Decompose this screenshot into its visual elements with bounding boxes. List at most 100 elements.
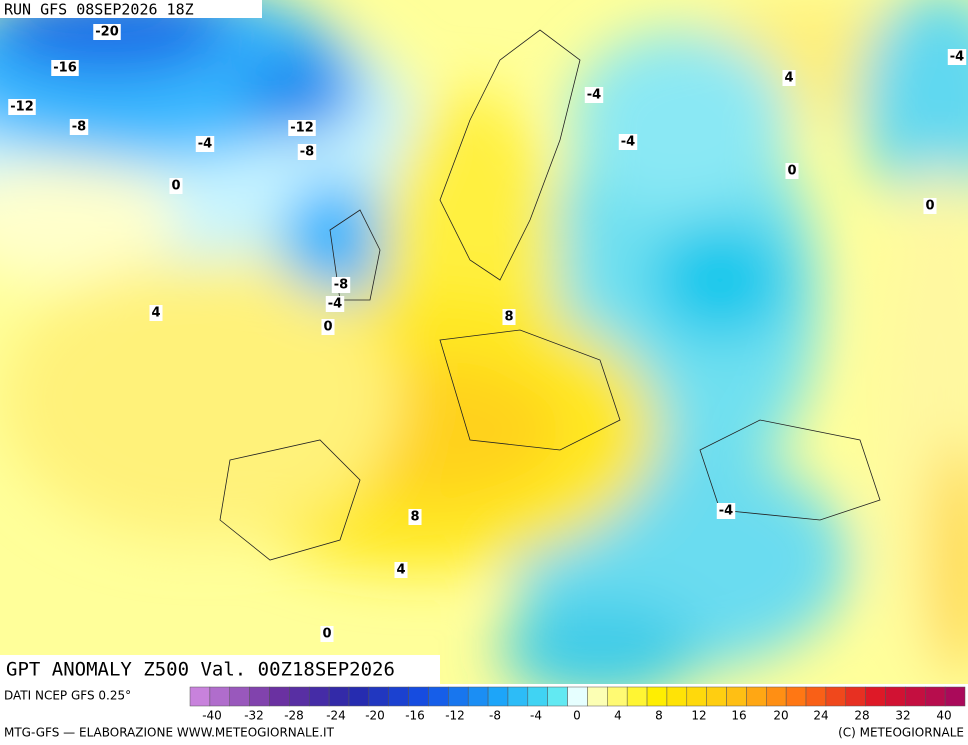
contour-label: -8 bbox=[334, 278, 348, 293]
colorbar-swatch bbox=[646, 686, 668, 707]
contour-label-bg bbox=[93, 24, 121, 40]
run-box bbox=[0, 0, 262, 18]
colorbar-label: -24 bbox=[326, 709, 346, 723]
contour-label: 0 bbox=[171, 179, 180, 194]
colorbar-label: 12 bbox=[691, 709, 706, 723]
colorbar-label: -32 bbox=[244, 709, 264, 723]
contour-label-bg bbox=[69, 119, 89, 135]
colorbar-swatch bbox=[487, 686, 509, 707]
contour-label-bg bbox=[288, 120, 316, 136]
contour-label: -20 bbox=[95, 25, 119, 40]
colorbar-swatch bbox=[805, 686, 827, 707]
colorbar-swatch bbox=[885, 686, 906, 707]
copyright-label: (C) METEOGIORNALE bbox=[838, 726, 964, 740]
colorbar-swatch bbox=[706, 686, 727, 707]
colorbar-swatch bbox=[249, 686, 270, 707]
contour-label-bg bbox=[584, 87, 604, 103]
contour-label: -12 bbox=[10, 100, 34, 115]
contour-label: 0 bbox=[323, 320, 332, 335]
contour-label: -4 bbox=[950, 50, 964, 65]
colorbar-swatch bbox=[348, 686, 370, 707]
colorbar-label: 24 bbox=[813, 709, 828, 723]
contour-label: -4 bbox=[328, 297, 342, 312]
colorbar-swatch bbox=[666, 686, 688, 707]
contour-label-bg bbox=[923, 198, 937, 214]
colorbar-swatch bbox=[428, 686, 449, 707]
contour-label: 8 bbox=[504, 310, 513, 325]
colorbar-swatch bbox=[229, 686, 250, 707]
colorbar-swatch bbox=[527, 686, 548, 707]
anomaly-field: RUN GFS 08SEP2026 18Z GPT ANOMALY Z500 V… bbox=[0, 0, 968, 684]
colorbar-swatch bbox=[269, 686, 290, 707]
colorbar-swatch bbox=[726, 686, 747, 707]
colorbar-swatch bbox=[587, 686, 608, 707]
colorbar-label: -16 bbox=[405, 709, 425, 723]
colorbar-swatch bbox=[209, 686, 230, 707]
contour-label-bg bbox=[408, 509, 422, 525]
colorbar-swatch bbox=[607, 686, 628, 707]
contour-label-bg bbox=[169, 178, 183, 194]
map-title: GPT ANOMALY Z500 Val. 00Z18SEP2026 bbox=[6, 659, 395, 681]
contour-label-bg bbox=[947, 49, 967, 65]
colorbar-swatch bbox=[467, 686, 489, 707]
colorbar-label: 8 bbox=[655, 709, 663, 723]
colorbar-swatch bbox=[766, 686, 787, 707]
source-label: DATI NCEP GFS 0.25° bbox=[4, 689, 131, 703]
contour-label: -4 bbox=[719, 504, 733, 519]
contour-label-bg bbox=[716, 503, 736, 519]
contour-label-bg bbox=[394, 562, 408, 578]
colorbar-label: -8 bbox=[489, 709, 501, 723]
colorbar-swatch bbox=[845, 686, 866, 707]
colorbar-swatch bbox=[328, 686, 350, 707]
contour-label-bg bbox=[320, 626, 334, 642]
colorbar-label: 16 bbox=[731, 709, 746, 723]
colorbar-swatch bbox=[925, 686, 946, 707]
contour-label-bg bbox=[321, 319, 335, 335]
colorbar-swatch bbox=[388, 686, 409, 707]
colorbar-swatch bbox=[308, 686, 330, 707]
contour-label: 4 bbox=[151, 306, 160, 321]
colorbar-label: -12 bbox=[445, 709, 465, 723]
colorbar-label: 40 bbox=[936, 709, 951, 723]
colorbar-swatch bbox=[686, 686, 707, 707]
contour-label-bg bbox=[785, 163, 799, 179]
colorbar-label: -4 bbox=[530, 709, 542, 723]
contour-label: -4 bbox=[587, 88, 601, 103]
contour-label: 0 bbox=[322, 627, 331, 642]
contour-label-bg bbox=[331, 277, 351, 293]
title-box bbox=[0, 655, 440, 684]
colorbar-swatch bbox=[785, 686, 807, 707]
run-label: RUN GFS 08SEP2026 18Z bbox=[4, 1, 194, 19]
coastlines bbox=[219, 29, 881, 561]
colorbar-swatch bbox=[289, 686, 310, 707]
colorbar-swatch bbox=[626, 686, 648, 707]
contour-label: -8 bbox=[300, 145, 314, 160]
contour-label-bg bbox=[782, 70, 796, 86]
colorbar-swatch bbox=[567, 686, 588, 707]
colorbar-label: 32 bbox=[895, 709, 910, 723]
contour-label-bg bbox=[8, 99, 36, 115]
contour-label: -8 bbox=[72, 120, 86, 135]
contour-label: 4 bbox=[396, 563, 405, 578]
contour-label: -4 bbox=[198, 137, 212, 152]
contour-label: 0 bbox=[787, 164, 796, 179]
contour-label: 4 bbox=[784, 71, 793, 86]
colorbar-label: 4 bbox=[614, 709, 622, 723]
colorbar-swatch bbox=[547, 686, 568, 707]
colorbar-swatch bbox=[368, 686, 389, 707]
contour-label-bg bbox=[297, 144, 317, 160]
colorbar-label: 0 bbox=[573, 709, 581, 723]
colorbar-swatch bbox=[905, 686, 926, 707]
contour-label: 0 bbox=[925, 199, 934, 214]
colorbar-label: -20 bbox=[365, 709, 385, 723]
colorbar-swatch bbox=[825, 686, 847, 707]
colorbar-label: 28 bbox=[854, 709, 869, 723]
colorbar-swatch bbox=[944, 686, 966, 707]
colorbar-swatch bbox=[746, 686, 767, 707]
colorbar-swatch bbox=[448, 686, 469, 707]
contour-label-bg bbox=[325, 296, 345, 312]
colorbar-swatch bbox=[865, 686, 886, 707]
colorbar-swatch bbox=[408, 686, 429, 707]
contour-label: -16 bbox=[53, 61, 77, 76]
